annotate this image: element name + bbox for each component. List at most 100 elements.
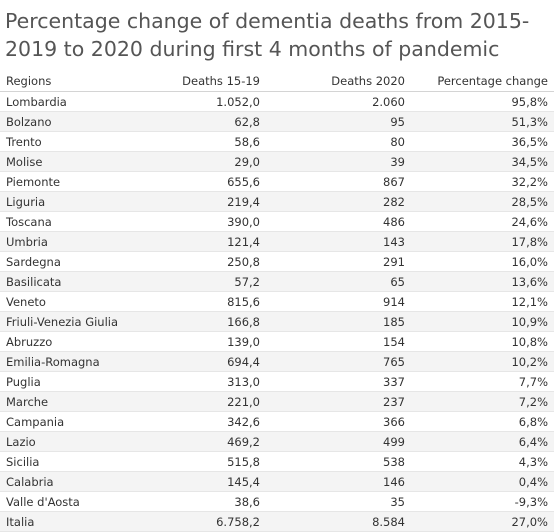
cell-deaths-2020: 282 (383, 195, 405, 209)
table-row: Campania 342,6 366 6,8% (0, 412, 554, 432)
cell-region: Piemonte (6, 175, 61, 189)
table-header-row: Regions Deaths 15-19 Deaths 2020 Percent… (0, 71, 554, 92)
cell-region: Sicilia (6, 455, 40, 469)
table-row: Molise 29,0 39 34,5% (0, 152, 554, 172)
table-row: Bolzano 62,8 95 51,3% (0, 112, 554, 132)
cell-region: Liguria (6, 195, 46, 209)
cell-region: Italia (6, 515, 35, 529)
cell-percentage-change: 6,4% (518, 435, 548, 449)
column-header-regions[interactable]: Regions (6, 74, 52, 88)
cell-deaths-2020: 35 (390, 495, 405, 509)
cell-percentage-change: 10,2% (511, 355, 548, 369)
cell-percentage-change: 4,3% (518, 455, 548, 469)
cell-deaths-2020: 146 (383, 475, 405, 489)
table-row: Veneto 815,6 914 12,1% (0, 292, 554, 312)
cell-deaths-15-19: 815,6 (227, 295, 260, 309)
cell-region: Toscana (6, 215, 52, 229)
cell-percentage-change: 10,8% (511, 335, 548, 349)
cell-percentage-change: 17,8% (511, 235, 548, 249)
cell-deaths-2020: 337 (383, 375, 405, 389)
cell-deaths-2020: 2.060 (372, 95, 405, 109)
cell-deaths-2020: 499 (383, 435, 405, 449)
cell-region: Umbria (6, 235, 48, 249)
table-row: Puglia 313,0 337 7,7% (0, 372, 554, 392)
cell-percentage-change: 34,5% (511, 155, 548, 169)
cell-percentage-change: 51,3% (511, 115, 548, 129)
cell-region: Basilicata (6, 275, 62, 289)
cell-percentage-change: 95,8% (511, 95, 548, 109)
table-row: Trento 58,6 80 36,5% (0, 132, 554, 152)
column-header-deaths-15-19[interactable]: Deaths 15-19 (182, 74, 260, 88)
table-row: Emilia-Romagna 694,4 765 10,2% (0, 352, 554, 372)
table-row: Piemonte 655,6 867 32,2% (0, 172, 554, 192)
cell-deaths-15-19: 250,8 (227, 255, 260, 269)
cell-deaths-15-19: 57,2 (234, 275, 260, 289)
cell-deaths-2020: 154 (383, 335, 405, 349)
table-row: Basilicata 57,2 65 13,6% (0, 272, 554, 292)
cell-deaths-2020: 867 (383, 175, 405, 189)
cell-percentage-change: 28,5% (511, 195, 548, 209)
table-row: Umbria 121,4 143 17,8% (0, 232, 554, 252)
cell-percentage-change: 13,6% (511, 275, 548, 289)
cell-region: Puglia (6, 375, 41, 389)
cell-deaths-15-19: 1.052,0 (216, 95, 260, 109)
table-row: Abruzzo 139,0 154 10,8% (0, 332, 554, 352)
cell-deaths-2020: 765 (383, 355, 405, 369)
cell-deaths-2020: 95 (390, 115, 405, 129)
cell-deaths-15-19: 342,6 (227, 415, 260, 429)
table-row: Sardegna 250,8 291 16,0% (0, 252, 554, 272)
cell-deaths-15-19: 219,4 (227, 195, 260, 209)
cell-percentage-change: 36,5% (511, 135, 548, 149)
cell-percentage-change: -9,3% (514, 495, 548, 509)
cell-deaths-15-19: 145,4 (227, 475, 260, 489)
cell-deaths-15-19: 166,8 (227, 315, 260, 329)
cell-deaths-15-19: 655,6 (227, 175, 260, 189)
cell-deaths-15-19: 469,2 (227, 435, 260, 449)
cell-deaths-15-19: 390,0 (227, 215, 260, 229)
column-header-percentage-change[interactable]: Percentage change (437, 74, 548, 88)
cell-percentage-change: 24,6% (511, 215, 548, 229)
cell-deaths-2020: 538 (383, 455, 405, 469)
cell-deaths-2020: 143 (383, 235, 405, 249)
cell-deaths-15-19: 515,8 (227, 455, 260, 469)
cell-deaths-15-19: 139,0 (227, 335, 260, 349)
cell-deaths-2020: 39 (390, 155, 405, 169)
cell-deaths-15-19: 221,0 (227, 395, 260, 409)
cell-deaths-15-19: 62,8 (234, 115, 260, 129)
table-row: Toscana 390,0 486 24,6% (0, 212, 554, 232)
cell-percentage-change: 7,7% (518, 375, 548, 389)
cell-deaths-2020: 65 (390, 275, 405, 289)
cell-percentage-change: 27,0% (511, 515, 548, 529)
data-table: Regions Deaths 15-19 Deaths 2020 Percent… (0, 71, 554, 532)
cell-region: Abruzzo (6, 335, 53, 349)
cell-percentage-change: 0,4% (518, 475, 548, 489)
cell-deaths-2020: 8.584 (372, 515, 405, 529)
cell-region: Campania (6, 415, 65, 429)
column-header-deaths-2020[interactable]: Deaths 2020 (331, 74, 405, 88)
cell-deaths-2020: 291 (383, 255, 405, 269)
cell-percentage-change: 6,8% (518, 415, 548, 429)
table-row: Friuli-Venezia Giulia 166,8 185 10,9% (0, 312, 554, 332)
table-row: Italia 6.758,2 8.584 27,0% (0, 512, 554, 532)
table-row: Calabria 145,4 146 0,4% (0, 472, 554, 492)
cell-region: Trento (6, 135, 42, 149)
cell-deaths-15-19: 121,4 (227, 235, 260, 249)
cell-region: Lazio (6, 435, 36, 449)
cell-deaths-15-19: 58,6 (234, 135, 260, 149)
cell-deaths-2020: 486 (383, 215, 405, 229)
cell-region: Molise (6, 155, 43, 169)
cell-deaths-15-19: 313,0 (227, 375, 260, 389)
cell-percentage-change: 10,9% (511, 315, 548, 329)
cell-percentage-change: 16,0% (511, 255, 548, 269)
cell-percentage-change: 32,2% (511, 175, 548, 189)
cell-deaths-2020: 237 (383, 395, 405, 409)
cell-deaths-2020: 80 (390, 135, 405, 149)
cell-region: Bolzano (6, 115, 52, 129)
table-row: Marche 221,0 237 7,2% (0, 392, 554, 412)
cell-deaths-15-19: 6.758,2 (216, 515, 260, 529)
cell-deaths-15-19: 38,6 (234, 495, 260, 509)
cell-deaths-2020: 914 (383, 295, 405, 309)
cell-region: Emilia-Romagna (6, 355, 100, 369)
cell-region: Veneto (6, 295, 46, 309)
cell-deaths-15-19: 29,0 (234, 155, 260, 169)
